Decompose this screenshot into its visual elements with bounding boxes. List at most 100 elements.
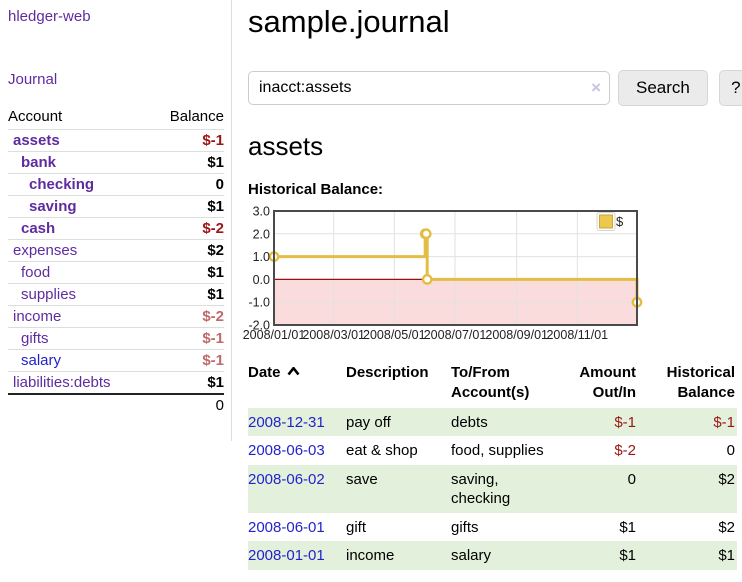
accounts-total-value: 0 [149, 393, 224, 416]
account-balance: $2 [149, 239, 224, 262]
y-axis-tick-label: 2.0 [253, 227, 270, 241]
y-axis-tick-label: 0.0 [253, 273, 270, 287]
account-row: expenses $2 [8, 239, 224, 262]
transaction-date-link[interactable]: 2008-06-01 [248, 518, 325, 536]
clear-search-icon[interactable]: × [591, 78, 601, 98]
balance-cell: $2 [718, 518, 735, 536]
brand-link[interactable]: hledger-web [8, 8, 91, 25]
x-axis-tick-label: 2008/01/01 [243, 328, 306, 342]
page-title: sample.journal [248, 4, 450, 39]
account-row: supplies $1 [8, 283, 224, 306]
balance-cell: $2 [718, 470, 735, 488]
register-header-description: Description [346, 364, 429, 381]
account-balance: 0 [149, 173, 224, 196]
register-row: 2008-06-03 eat & shop food, supplies $-2 0 [248, 436, 737, 465]
accounts-table: Account Balance assets $-1 bank $1 checking 0… [8, 106, 224, 416]
register-header-amount-out-in: Amount Out/In [579, 364, 636, 402]
account-balance: $-2 [149, 217, 224, 240]
data-point [421, 274, 433, 285]
account-balance: $1 [149, 261, 224, 284]
account-balance: $-1 [149, 129, 224, 152]
y-axis-tick-label: 1.0 [253, 250, 270, 264]
search-input[interactable] [248, 71, 610, 105]
account-row: assets $-1 [8, 129, 224, 152]
description-cell: eat & shop [346, 442, 418, 459]
y-axis-tick-label: -2.0 [248, 319, 270, 333]
account-row: gifts $-1 [8, 327, 224, 350]
amount-cell: 0 [627, 470, 636, 488]
account-row: salary $-1 [8, 349, 224, 372]
register-row: 2008-06-01 gift gifts $1 $2 [248, 513, 737, 542]
amount-cell: $1 [619, 518, 636, 536]
help-button[interactable]: ? [718, 70, 742, 106]
account-link-supplies[interactable]: supplies [21, 286, 77, 303]
description-cell: pay off [346, 413, 391, 431]
account-link-assets[interactable]: assets [13, 132, 60, 149]
date-cell: 2008-06-01 [248, 513, 346, 542]
amount-cell: $-1 [614, 413, 636, 431]
account-row: checking 0 [8, 173, 224, 196]
date-cell: 2008-06-03 [248, 436, 346, 465]
register-table: Date Description To/From Account(s) Amount … [248, 361, 737, 570]
account-balance: $1 [149, 151, 224, 174]
search-button[interactable]: Search [618, 70, 708, 106]
transaction-date-link[interactable]: 2008-12-31 [248, 413, 325, 431]
account-link-food[interactable]: food [21, 264, 51, 281]
sidebar: hledger-web Journal Account Balance asse… [0, 0, 232, 441]
legend-swatch [599, 214, 613, 229]
app-root: hledger-web Journal Account Balance asse… [0, 0, 742, 570]
sort-asc-icon [286, 366, 300, 376]
accounts-header-account: Account [8, 108, 63, 125]
chart-frame [273, 210, 638, 326]
account-link-checking[interactable]: checking [29, 176, 95, 193]
account-row: food $1 [8, 261, 224, 284]
register-row: 2008-01-01 income salary $1 $1 [248, 541, 737, 570]
account-link-bank[interactable]: bank [21, 154, 57, 171]
register-row: 2008-06-02 save saving, checking 0 $2 [248, 464, 737, 513]
amount-cell: $1 [619, 547, 636, 564]
balance-cell: $-1 [713, 413, 735, 431]
description-cell: income [346, 547, 395, 564]
search-bar: × Search ? [248, 70, 742, 106]
account-link-liabilities-debts[interactable]: liabilities:debts [13, 374, 111, 391]
historical-balance-chart: 3.0 2.0 1.0 0.0 -1.0 -2.02008/01/012008/03/01… [243, 205, 643, 342]
sidebar-item-journal[interactable]: Journal [8, 71, 58, 88]
account-link-saving[interactable]: saving [29, 198, 77, 215]
account-balance: $1 [149, 283, 224, 306]
legend-label: $ [616, 214, 624, 229]
account-link-cash[interactable]: cash [21, 220, 56, 237]
transaction-date-link[interactable]: 2008-01-01 [248, 547, 325, 564]
accounts-cell: debts [451, 413, 488, 431]
search-input-wrap: × [248, 71, 610, 105]
accounts-total-row: 0 [8, 393, 224, 416]
transaction-date-link[interactable]: 2008-06-03 [248, 442, 325, 459]
account-link-expenses[interactable]: expenses [13, 242, 78, 259]
account-row: saving $1 [8, 195, 224, 218]
account-balance: $1 [149, 195, 224, 218]
account-heading: assets [248, 131, 324, 161]
x-axis-tick-label: 2008/07/01 [424, 328, 487, 342]
date-cell: 2008-06-02 [248, 465, 346, 513]
account-balance: $-2 [149, 305, 224, 328]
register-header-row: Date Description To/From Account(s) Amount … [248, 361, 737, 408]
account-link-income[interactable]: income [13, 308, 62, 325]
y-axis-tick-label: -1.0 [248, 296, 270, 310]
account-link-gifts[interactable]: gifts [21, 330, 49, 347]
register-header-date[interactable]: Date [248, 361, 346, 408]
x-axis-tick-label: 2008/09/01 [485, 328, 548, 342]
account-link-salary[interactable]: salary [21, 352, 62, 369]
account-row: bank $1 [8, 151, 224, 174]
account-balance: $-1 [149, 349, 224, 372]
date-cell: 2008-12-31 [248, 408, 346, 437]
account-row: cash $-2 [8, 217, 224, 240]
accounts-cell: gifts [451, 518, 479, 536]
register-header-to-from-account-s-: To/From Account(s) [451, 364, 530, 402]
accounts-cell: saving, checking [451, 470, 511, 508]
accounts-cell: food, supplies [451, 442, 544, 459]
x-axis-tick-label: 2008/11/01 [546, 328, 608, 342]
description-cell: save [346, 470, 378, 488]
date-cell: 2008-01-01 [248, 541, 346, 570]
account-balance: $-1 [149, 327, 224, 350]
x-axis-tick-label: 2008/05/01 [363, 328, 426, 342]
transaction-date-link[interactable]: 2008-06-02 [248, 470, 325, 488]
